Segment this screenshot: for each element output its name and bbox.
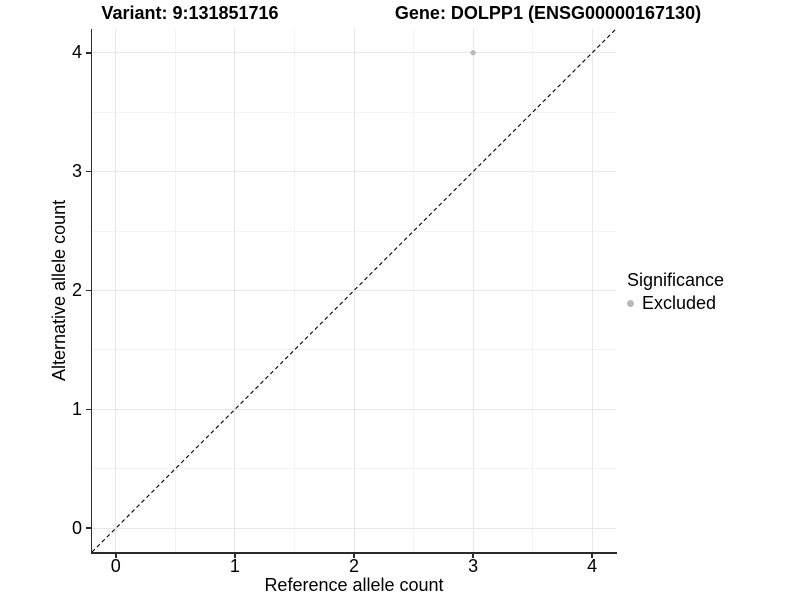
- legend-item-excluded: Excluded: [627, 293, 724, 313]
- data-point: [470, 50, 476, 56]
- y-axis-tick-label: 3: [71, 161, 82, 182]
- y-axis-line: [90, 29, 92, 554]
- y-axis-tick: [86, 170, 91, 173]
- x-axis-tick: [591, 553, 593, 558]
- y-axis-tick-label: 4: [71, 42, 82, 63]
- geom-layer: [92, 29, 616, 552]
- identity-dashed-line: [92, 29, 616, 552]
- y-axis-tick-label: 2: [71, 280, 82, 300]
- x-axis-tick: [115, 553, 117, 558]
- x-axis-tick-label: 1: [229, 556, 240, 576]
- y-axis-tick: [86, 527, 91, 529]
- y-axis-tick-label: 1: [71, 398, 82, 419]
- gridline-major-horizontal: [92, 171, 616, 173]
- legend-dot-icon: [627, 299, 634, 307]
- x-axis-title: Reference allele count: [264, 575, 444, 595]
- x-axis-tick-label: 2: [348, 556, 360, 576]
- x-axis-tick: [234, 553, 236, 558]
- plot-title-variant: Variant: 9:131851716: [101, 3, 279, 23]
- plot-panel: [92, 29, 616, 552]
- x-axis-tick: [472, 553, 474, 558]
- y-axis-tick: [86, 408, 91, 411]
- gridline-major-horizontal: [92, 290, 616, 291]
- x-axis-tick-label: 4: [587, 556, 598, 576]
- x-axis-tick-label: 0: [110, 556, 121, 576]
- x-axis-tick-label: 3: [468, 556, 479, 576]
- gridline-major-horizontal: [92, 408, 616, 410]
- legend: Significance Excluded: [627, 270, 724, 313]
- legend-item-label: Excluded: [642, 293, 717, 313]
- plot-title-gene: Gene: DOLPP1 (ENSG00000167130): [394, 3, 702, 23]
- x-axis-line: [90, 552, 617, 554]
- gridline-major-horizontal: [92, 527, 616, 529]
- y-axis-tick: [86, 289, 91, 292]
- y-axis-tick-label: 0: [71, 517, 82, 538]
- y-axis-tick: [86, 52, 91, 54]
- gridline-major-horizontal: [92, 52, 616, 54]
- x-axis-tick: [353, 553, 355, 558]
- legend-title: Significance: [627, 270, 725, 290]
